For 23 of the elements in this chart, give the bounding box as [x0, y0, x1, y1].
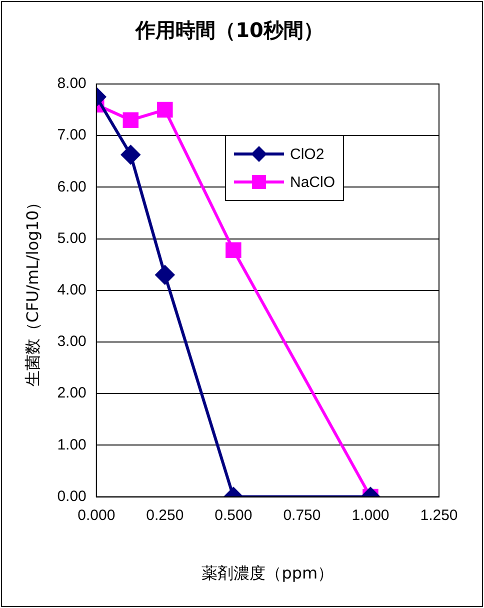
legend-label: NaClO	[290, 174, 336, 190]
y-tick-label: 8.00	[57, 75, 86, 92]
point	[157, 102, 173, 118]
y-tick-label: 5.00	[57, 230, 86, 247]
legend-label: ClO2	[290, 146, 324, 162]
x-tick-label: 1.000	[352, 506, 390, 524]
point	[122, 112, 139, 128]
x-tick-label: 0.000	[78, 506, 116, 524]
y-tick-label: 4.00	[57, 282, 86, 299]
x-tick-label: 0.250	[146, 506, 184, 524]
y-tick-label: 0.00	[57, 488, 86, 505]
y-tick-label: 2.00	[57, 384, 86, 402]
y-tick-label: 6.00	[57, 178, 86, 196]
x-tick-label: 0.750	[283, 506, 321, 524]
chart-title: 作用時間（10秒間）	[134, 18, 324, 42]
y-tick-label: 3.00	[57, 333, 86, 350]
x-tick-label: 1.250	[420, 506, 458, 524]
y-axis-title: 生菌数（CFU/mL/log10）	[22, 194, 42, 386]
y-tick-label: 7.00	[57, 126, 86, 144]
point	[121, 145, 140, 164]
x-axis-title: 薬剤濃度（ppm）	[202, 564, 334, 583]
y-tick-label: 1.00	[57, 436, 86, 454]
x-tick-label: 0.500	[214, 506, 252, 524]
